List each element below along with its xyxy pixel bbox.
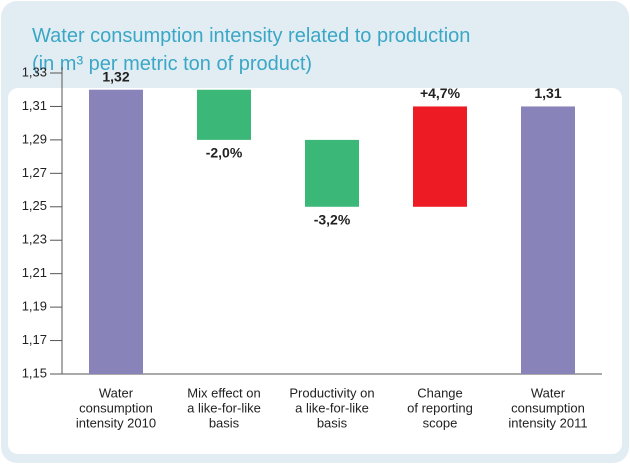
bar bbox=[89, 89, 143, 374]
y-tick-label: 1,31 bbox=[22, 98, 47, 113]
y-tick-label: 1,21 bbox=[22, 265, 47, 280]
data-label: -2,0% bbox=[206, 145, 243, 161]
x-tick-label: basis bbox=[209, 415, 240, 430]
bar bbox=[305, 139, 359, 207]
x-tick-label: Productivity on bbox=[289, 385, 374, 400]
chart-title: Water consumption intensity related to p… bbox=[32, 25, 470, 47]
y-tick-label: 1,27 bbox=[22, 165, 47, 180]
x-tick-label: basis bbox=[317, 415, 348, 430]
y-tick-label: 1,15 bbox=[22, 365, 47, 380]
y-tick-label: 1,23 bbox=[22, 232, 47, 247]
x-tick-label: Change bbox=[417, 385, 463, 400]
x-tick-label: Mix effect on bbox=[187, 385, 260, 400]
x-tick-label: a like-for-like bbox=[187, 400, 261, 415]
bar bbox=[197, 89, 251, 140]
x-tick-label: of reporting bbox=[407, 400, 473, 415]
x-tick-label: scope bbox=[423, 415, 458, 430]
bar bbox=[413, 106, 467, 207]
data-label: +4,7% bbox=[420, 85, 461, 101]
x-tick-label: intensity 2010 bbox=[76, 415, 156, 430]
bar bbox=[521, 106, 575, 374]
plot-panel bbox=[8, 88, 622, 454]
y-tick-label: 1,29 bbox=[22, 131, 47, 146]
data-label: -3,2% bbox=[314, 211, 351, 227]
x-tick-label: consumption bbox=[511, 400, 585, 415]
x-tick-label: consumption bbox=[79, 400, 153, 415]
x-tick-label: a like-for-like bbox=[295, 400, 369, 415]
x-tick-label: intensity 2011 bbox=[508, 415, 587, 430]
x-tick-label: Water bbox=[99, 385, 134, 400]
y-tick-label: 1,19 bbox=[22, 299, 47, 314]
x-tick-label: Water bbox=[531, 385, 566, 400]
data-label: 1,32 bbox=[102, 68, 129, 84]
chart-title: (in m³ per metric ton of product) bbox=[32, 53, 312, 75]
data-label: 1,31 bbox=[534, 85, 561, 101]
y-tick-label: 1,33 bbox=[22, 64, 47, 79]
y-tick-label: 1,25 bbox=[22, 198, 47, 213]
y-tick-label: 1,17 bbox=[22, 332, 47, 347]
